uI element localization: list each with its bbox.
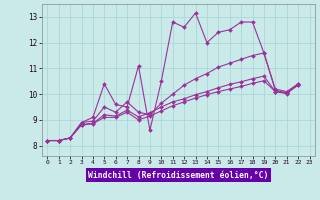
X-axis label: Windchill (Refroidissement éolien,°C): Windchill (Refroidissement éolien,°C) [88, 171, 268, 180]
